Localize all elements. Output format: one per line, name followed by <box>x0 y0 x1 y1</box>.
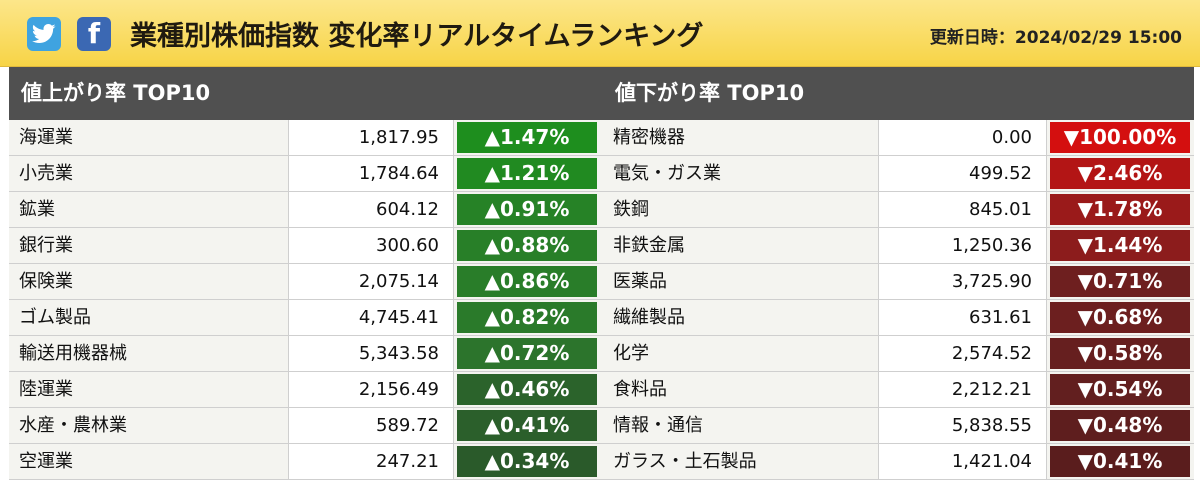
table-row[interactable]: 小売業 1,784.64 ▲1.21% <box>9 156 603 192</box>
index-value: 5,343.58 <box>289 336 454 371</box>
sector-name[interactable]: 鉱業 <box>9 192 289 227</box>
change-rate-badge: ▼100.00% <box>1050 122 1190 153</box>
ranking-header: f 業種別株価指数 変化率リアルタイムランキング 更新日時：2024/02/29… <box>0 0 1200 67</box>
index-value: 1,250.36 <box>879 228 1047 263</box>
index-value: 2,212.21 <box>879 372 1047 407</box>
table-row[interactable]: 鉱業 604.12 ▲0.91% <box>9 192 603 228</box>
sector-name[interactable]: ゴム製品 <box>9 300 289 335</box>
table-row[interactable]: 輸送用機器械 5,343.58 ▲0.72% <box>9 336 603 372</box>
facebook-icon: f <box>87 17 101 50</box>
sector-name[interactable]: 空運業 <box>9 444 289 479</box>
index-value: 0.00 <box>879 120 1047 155</box>
sector-name[interactable]: 海運業 <box>9 120 289 155</box>
twitter-share-button[interactable] <box>27 17 61 51</box>
change-rate-badge: ▼1.78% <box>1050 194 1190 225</box>
index-value: 5,838.55 <box>879 408 1047 443</box>
table-row[interactable]: ゴム製品 4,745.41 ▲0.82% <box>9 300 603 336</box>
index-value: 589.72 <box>289 408 454 443</box>
twitter-icon <box>32 24 56 43</box>
table-row[interactable]: 陸運業 2,156.49 ▲0.46% <box>9 372 603 408</box>
sector-name[interactable]: 情報・通信 <box>603 408 879 443</box>
table-row[interactable]: 精密機器 0.00 ▼100.00% <box>603 120 1194 156</box>
sector-name[interactable]: ガラス・土石製品 <box>603 444 879 479</box>
table-row[interactable]: 保険業 2,075.14 ▲0.86% <box>9 264 603 300</box>
change-rate-badge: ▲0.82% <box>457 302 597 333</box>
index-value: 845.01 <box>879 192 1047 227</box>
sector-name[interactable]: 精密機器 <box>603 120 879 155</box>
index-value: 2,156.49 <box>289 372 454 407</box>
change-rate-badge: ▲0.91% <box>457 194 597 225</box>
sector-name[interactable]: 輸送用機器械 <box>9 336 289 371</box>
change-rate-badge: ▲0.88% <box>457 230 597 261</box>
sector-name[interactable]: 水産・農林業 <box>9 408 289 443</box>
table-row[interactable]: 鉄鋼 845.01 ▼1.78% <box>603 192 1194 228</box>
page-title: 業種別株価指数 変化率リアルタイムランキング <box>130 21 704 52</box>
gainers-list: 海運業 1,817.95 ▲1.47% 小売業 1,784.64 ▲1.21% 鉱業 604.… <box>9 120 603 480</box>
sector-name[interactable]: 鉄鋼 <box>603 192 879 227</box>
index-value: 1,784.64 <box>289 156 454 191</box>
index-value: 4,745.41 <box>289 300 454 335</box>
index-value: 1,421.04 <box>879 444 1047 479</box>
sector-name[interactable]: 保険業 <box>9 264 289 299</box>
table-row[interactable]: 医薬品 3,725.90 ▼0.71% <box>603 264 1194 300</box>
index-value: 499.52 <box>879 156 1047 191</box>
change-rate-badge: ▲1.21% <box>457 158 597 189</box>
sector-name[interactable]: 非鉄金属 <box>603 228 879 263</box>
facebook-share-button[interactable]: f <box>77 17 111 51</box>
change-rate-badge: ▲0.41% <box>457 410 597 441</box>
losers-panel: 値下がり率 TOP10 精密機器 0.00 ▼100.00% 電気・ガス業 499.52… <box>603 67 1194 480</box>
table-row[interactable]: 繊維製品 631.61 ▼0.68% <box>603 300 1194 336</box>
sector-name[interactable]: 電気・ガス業 <box>603 156 879 191</box>
table-row[interactable]: ガラス・土石製品 1,421.04 ▼0.41% <box>603 444 1194 480</box>
table-row[interactable]: 非鉄金属 1,250.36 ▼1.44% <box>603 228 1194 264</box>
sector-name[interactable]: 陸運業 <box>9 372 289 407</box>
index-value: 300.60 <box>289 228 454 263</box>
sector-name[interactable]: 小売業 <box>9 156 289 191</box>
table-row[interactable]: 空運業 247.21 ▲0.34% <box>9 444 603 480</box>
change-rate-badge: ▼0.48% <box>1050 410 1190 441</box>
losers-list: 精密機器 0.00 ▼100.00% 電気・ガス業 499.52 ▼2.46% 鉄鋼 845.… <box>603 120 1194 480</box>
index-value: 1,817.95 <box>289 120 454 155</box>
change-rate-badge: ▲1.47% <box>457 122 597 153</box>
change-rate-badge: ▲0.34% <box>457 446 597 477</box>
change-rate-badge: ▲0.72% <box>457 338 597 369</box>
index-value: 631.61 <box>879 300 1047 335</box>
table-row[interactable]: 海運業 1,817.95 ▲1.47% <box>9 120 603 156</box>
index-value: 247.21 <box>289 444 454 479</box>
change-rate-badge: ▼0.71% <box>1050 266 1190 297</box>
sector-name[interactable]: 医薬品 <box>603 264 879 299</box>
table-row[interactable]: 情報・通信 5,838.55 ▼0.48% <box>603 408 1194 444</box>
table-row[interactable]: 水産・農林業 589.72 ▲0.41% <box>9 408 603 444</box>
index-value: 2,075.14 <box>289 264 454 299</box>
table-row[interactable]: 電気・ガス業 499.52 ▼2.46% <box>603 156 1194 192</box>
gainers-panel: 値上がり率 TOP10 海運業 1,817.95 ▲1.47% 小売業 1,784.64… <box>9 67 603 480</box>
gainers-panel-title: 値上がり率 TOP10 <box>9 67 603 120</box>
index-value: 2,574.52 <box>879 336 1047 371</box>
table-row[interactable]: 食料品 2,212.21 ▼0.54% <box>603 372 1194 408</box>
index-value: 3,725.90 <box>879 264 1047 299</box>
losers-panel-title: 値下がり率 TOP10 <box>603 67 1194 120</box>
change-rate-badge: ▲0.86% <box>457 266 597 297</box>
change-rate-badge: ▼0.54% <box>1050 374 1190 405</box>
change-rate-badge: ▲0.46% <box>457 374 597 405</box>
change-rate-badge: ▼2.46% <box>1050 158 1190 189</box>
updated-timestamp: 更新日時：2024/02/29 15:00 <box>929 28 1182 48</box>
change-rate-badge: ▼0.58% <box>1050 338 1190 369</box>
index-value: 604.12 <box>289 192 454 227</box>
change-rate-badge: ▼1.44% <box>1050 230 1190 261</box>
change-rate-badge: ▼0.68% <box>1050 302 1190 333</box>
table-row[interactable]: 銀行業 300.60 ▲0.88% <box>9 228 603 264</box>
sector-name[interactable]: 食料品 <box>603 372 879 407</box>
table-row[interactable]: 化学 2,574.52 ▼0.58% <box>603 336 1194 372</box>
sector-name[interactable]: 化学 <box>603 336 879 371</box>
sector-name[interactable]: 繊維製品 <box>603 300 879 335</box>
sector-name[interactable]: 銀行業 <box>9 228 289 263</box>
change-rate-badge: ▼0.41% <box>1050 446 1190 477</box>
